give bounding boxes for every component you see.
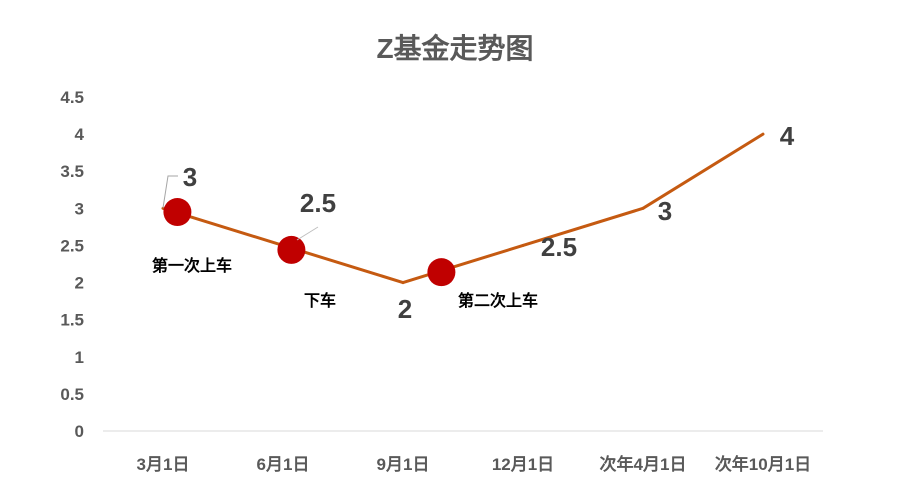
chart-title: Z基金走势图 bbox=[376, 32, 533, 64]
y-tick-label: 1 bbox=[75, 348, 84, 367]
leader-line bbox=[296, 226, 319, 241]
highlight-marker bbox=[277, 235, 306, 264]
y-tick-label: 3.5 bbox=[60, 162, 84, 181]
data-label: 2.5 bbox=[300, 188, 336, 218]
y-tick-label: 4 bbox=[75, 125, 85, 144]
y-tick-label: 0 bbox=[75, 422, 84, 441]
data-label: 3 bbox=[183, 162, 197, 192]
x-tick-label: 6月1日 bbox=[257, 455, 310, 474]
x-tick-label: 3月1日 bbox=[137, 455, 190, 474]
data-label: 2.5 bbox=[541, 232, 577, 262]
data-label: 3 bbox=[658, 196, 672, 226]
y-tick-label: 1.5 bbox=[60, 311, 84, 330]
x-tick-label: 9月1日 bbox=[377, 455, 430, 474]
marker-annotation: 第一次上车 bbox=[152, 256, 232, 275]
marker-annotation: 下车 bbox=[304, 291, 336, 310]
y-tick-label: 3 bbox=[75, 199, 84, 218]
series-line-segment bbox=[521, 206, 645, 247]
series-line-segment bbox=[641, 132, 765, 210]
marker-annotation: 第二次上车 bbox=[458, 291, 538, 310]
series-line-segment bbox=[401, 243, 525, 285]
data-label: 4 bbox=[780, 121, 795, 151]
data-label: 2 bbox=[398, 294, 412, 324]
highlight-marker bbox=[163, 198, 192, 227]
highlight-marker bbox=[427, 258, 456, 287]
y-tick-label: 2 bbox=[75, 274, 84, 293]
y-tick-label: 0.5 bbox=[60, 385, 84, 404]
x-tick-label: 次年10月1日 bbox=[715, 454, 811, 474]
x-tick-label: 次年4月1日 bbox=[600, 454, 687, 474]
leader-line bbox=[162, 175, 178, 209]
y-tick-label: 4.5 bbox=[60, 88, 84, 107]
y-tick-label: 2.5 bbox=[60, 236, 84, 255]
x-tick-label: 12月1日 bbox=[492, 455, 554, 474]
